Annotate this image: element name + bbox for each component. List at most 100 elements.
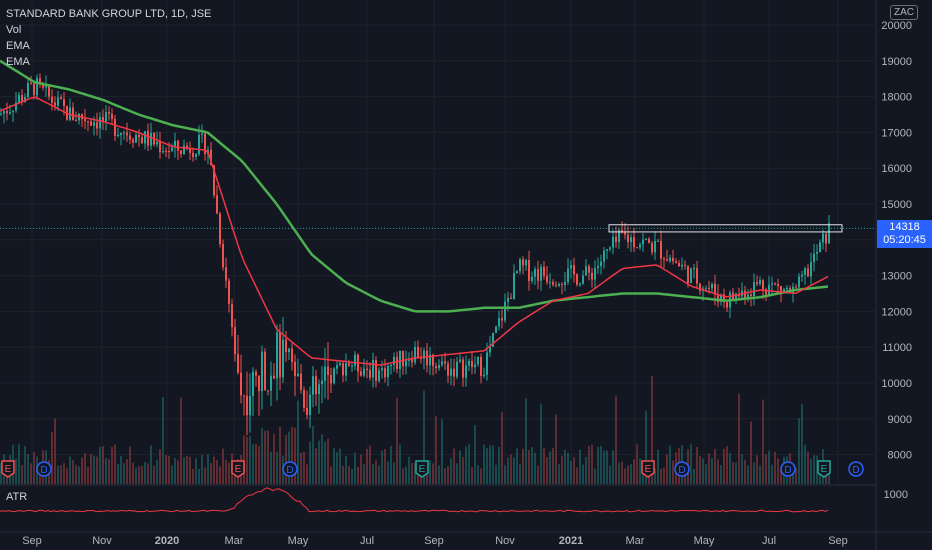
volume-bar (312, 425, 314, 484)
legend-ema-fast[interactable]: EMA (6, 40, 30, 52)
volume-bar (735, 462, 737, 484)
volume-bar (18, 444, 20, 484)
volume-bar (660, 468, 662, 484)
candle-body (366, 368, 368, 370)
candle-body (75, 120, 77, 122)
candle-body (744, 290, 746, 300)
volume-bar (102, 446, 104, 484)
volume-bar (105, 457, 107, 484)
candle-body (468, 360, 470, 366)
candle-body (825, 233, 827, 244)
candle-body (246, 395, 248, 416)
volume-bar (405, 466, 407, 484)
candle-body (165, 150, 167, 152)
volume-bar (717, 459, 719, 484)
volume-bar (426, 467, 428, 484)
candle-body (228, 280, 230, 305)
ema-fast-line (0, 96, 829, 366)
volume-bar (642, 466, 644, 484)
volume-bar (33, 451, 35, 484)
volume-bar (546, 456, 548, 484)
candle-body (420, 357, 422, 359)
candle-body (249, 395, 251, 416)
candle-body (678, 262, 680, 267)
candle-body (450, 368, 452, 376)
volume-bar (723, 448, 725, 484)
candle-body (237, 354, 239, 373)
candle-body (315, 376, 317, 394)
volume-bar (720, 465, 722, 484)
volume-bar (690, 444, 692, 484)
candle-body (681, 264, 683, 267)
volume-bar (750, 421, 752, 484)
candle-body (339, 363, 341, 366)
volume-bar (300, 452, 302, 484)
candle-body (447, 363, 449, 376)
x-tick-label: 2020 (155, 535, 179, 547)
earnings-marker (231, 460, 245, 478)
candle-body (627, 234, 629, 243)
y-tick-label: 13000 (881, 271, 912, 283)
candle-body (234, 327, 236, 355)
candle-body (225, 267, 227, 281)
candle-body (747, 294, 749, 300)
volume-bar (375, 460, 377, 484)
currency-badge[interactable]: ZAC (890, 5, 918, 20)
candle-body (180, 150, 182, 155)
candle-body (300, 373, 302, 391)
candle-body (624, 232, 626, 235)
volume-bar (645, 410, 647, 484)
volume-bar (360, 454, 362, 484)
candle-body (342, 363, 344, 376)
candle-body (543, 266, 545, 276)
volume-bar (351, 468, 353, 484)
volume-bar (549, 451, 551, 484)
x-tick-label: Nov (92, 535, 112, 547)
volume-bar (621, 461, 623, 484)
candle-body (591, 272, 593, 280)
volume-bar (153, 465, 155, 484)
candle-body (516, 271, 518, 273)
candle-body (510, 297, 512, 300)
candle-body (441, 361, 443, 365)
candle-body (459, 359, 461, 362)
candle-body (774, 283, 776, 285)
legend-ema-slow[interactable]: EMA (6, 56, 30, 68)
volume-bar (144, 462, 146, 484)
x-tick-label: Sep (828, 535, 848, 547)
legend-title[interactable]: STANDARD BANK GROUP LTD, 1D, JSE (6, 8, 212, 20)
candle-body (219, 213, 221, 244)
volume-bar (747, 465, 749, 484)
x-tick-label: May (288, 535, 309, 547)
candle-body (24, 96, 26, 103)
candle-body (513, 272, 515, 300)
candle-body (504, 301, 506, 321)
candle-body (588, 266, 590, 273)
candle-body (6, 111, 8, 114)
candle-body (807, 268, 809, 277)
volume-bar (393, 462, 395, 484)
volume-bar (213, 456, 215, 484)
volume-bar (657, 449, 659, 484)
candle-body (168, 151, 170, 153)
candle-body (480, 356, 482, 376)
volume-bar (123, 463, 125, 484)
candle-body (558, 284, 560, 286)
volume-bar (600, 446, 602, 484)
candle-body (120, 132, 122, 135)
volume-bar (729, 452, 731, 484)
candle-body (213, 165, 215, 196)
atr-legend[interactable]: ATR (6, 491, 28, 503)
volume-bar (615, 395, 617, 484)
candle-body (630, 237, 632, 243)
volume-bar (486, 447, 488, 484)
candle-body (174, 140, 176, 148)
legend-volume[interactable]: Vol (6, 24, 22, 36)
candle-body (828, 223, 830, 244)
volume-bar (216, 460, 218, 484)
candle-body (276, 332, 278, 379)
candle-body (285, 339, 287, 353)
candle-body (804, 268, 806, 275)
volume-bar (801, 404, 803, 484)
